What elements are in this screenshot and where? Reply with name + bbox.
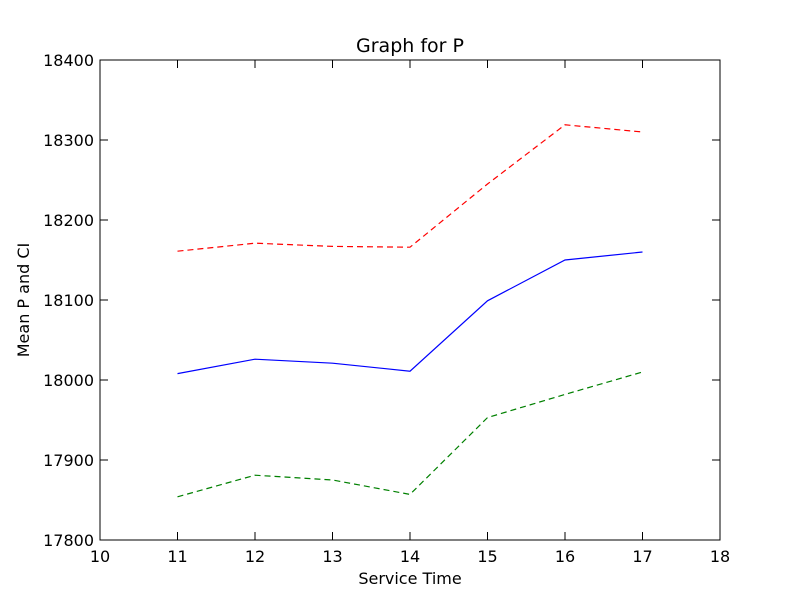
x-tick-label: 18: [710, 547, 730, 566]
x-axis-title: Service Time: [358, 569, 461, 588]
x-tick-label: 12: [245, 547, 265, 566]
x-tick-label: 13: [322, 547, 342, 566]
y-tick-label: 17900: [43, 451, 94, 470]
x-tick-label: 15: [477, 547, 497, 566]
y-tick-label: 18300: [43, 131, 94, 150]
series-line-mean-line: [177, 251, 643, 375]
y-tick-label: 18400: [43, 51, 94, 70]
plot-frame: [99, 59, 721, 541]
chart-title: Graph for P: [356, 35, 464, 57]
y-tick-label: 18200: [43, 211, 94, 230]
x-tick-label: 10: [90, 547, 110, 566]
y-tick-label: 18000: [43, 371, 94, 390]
y-axis-title: Mean P and CI: [14, 243, 33, 358]
tick-layer: 10 11 12 13 14 15 16 17 18 17800 17900 18000 18100 18…: [43, 51, 730, 566]
x-tick-label: 16: [555, 547, 575, 566]
x-tick-label: 14: [400, 547, 420, 566]
x-tick-label: 11: [167, 547, 187, 566]
series-layer: [177, 124, 643, 498]
y-tick-label: 18100: [43, 291, 94, 310]
series-line-upper-ci-line: [177, 124, 643, 252]
y-tick-label: 17800: [43, 531, 94, 550]
series-line-lower-ci-line: [177, 371, 643, 498]
x-tick-label: 17: [632, 547, 652, 566]
